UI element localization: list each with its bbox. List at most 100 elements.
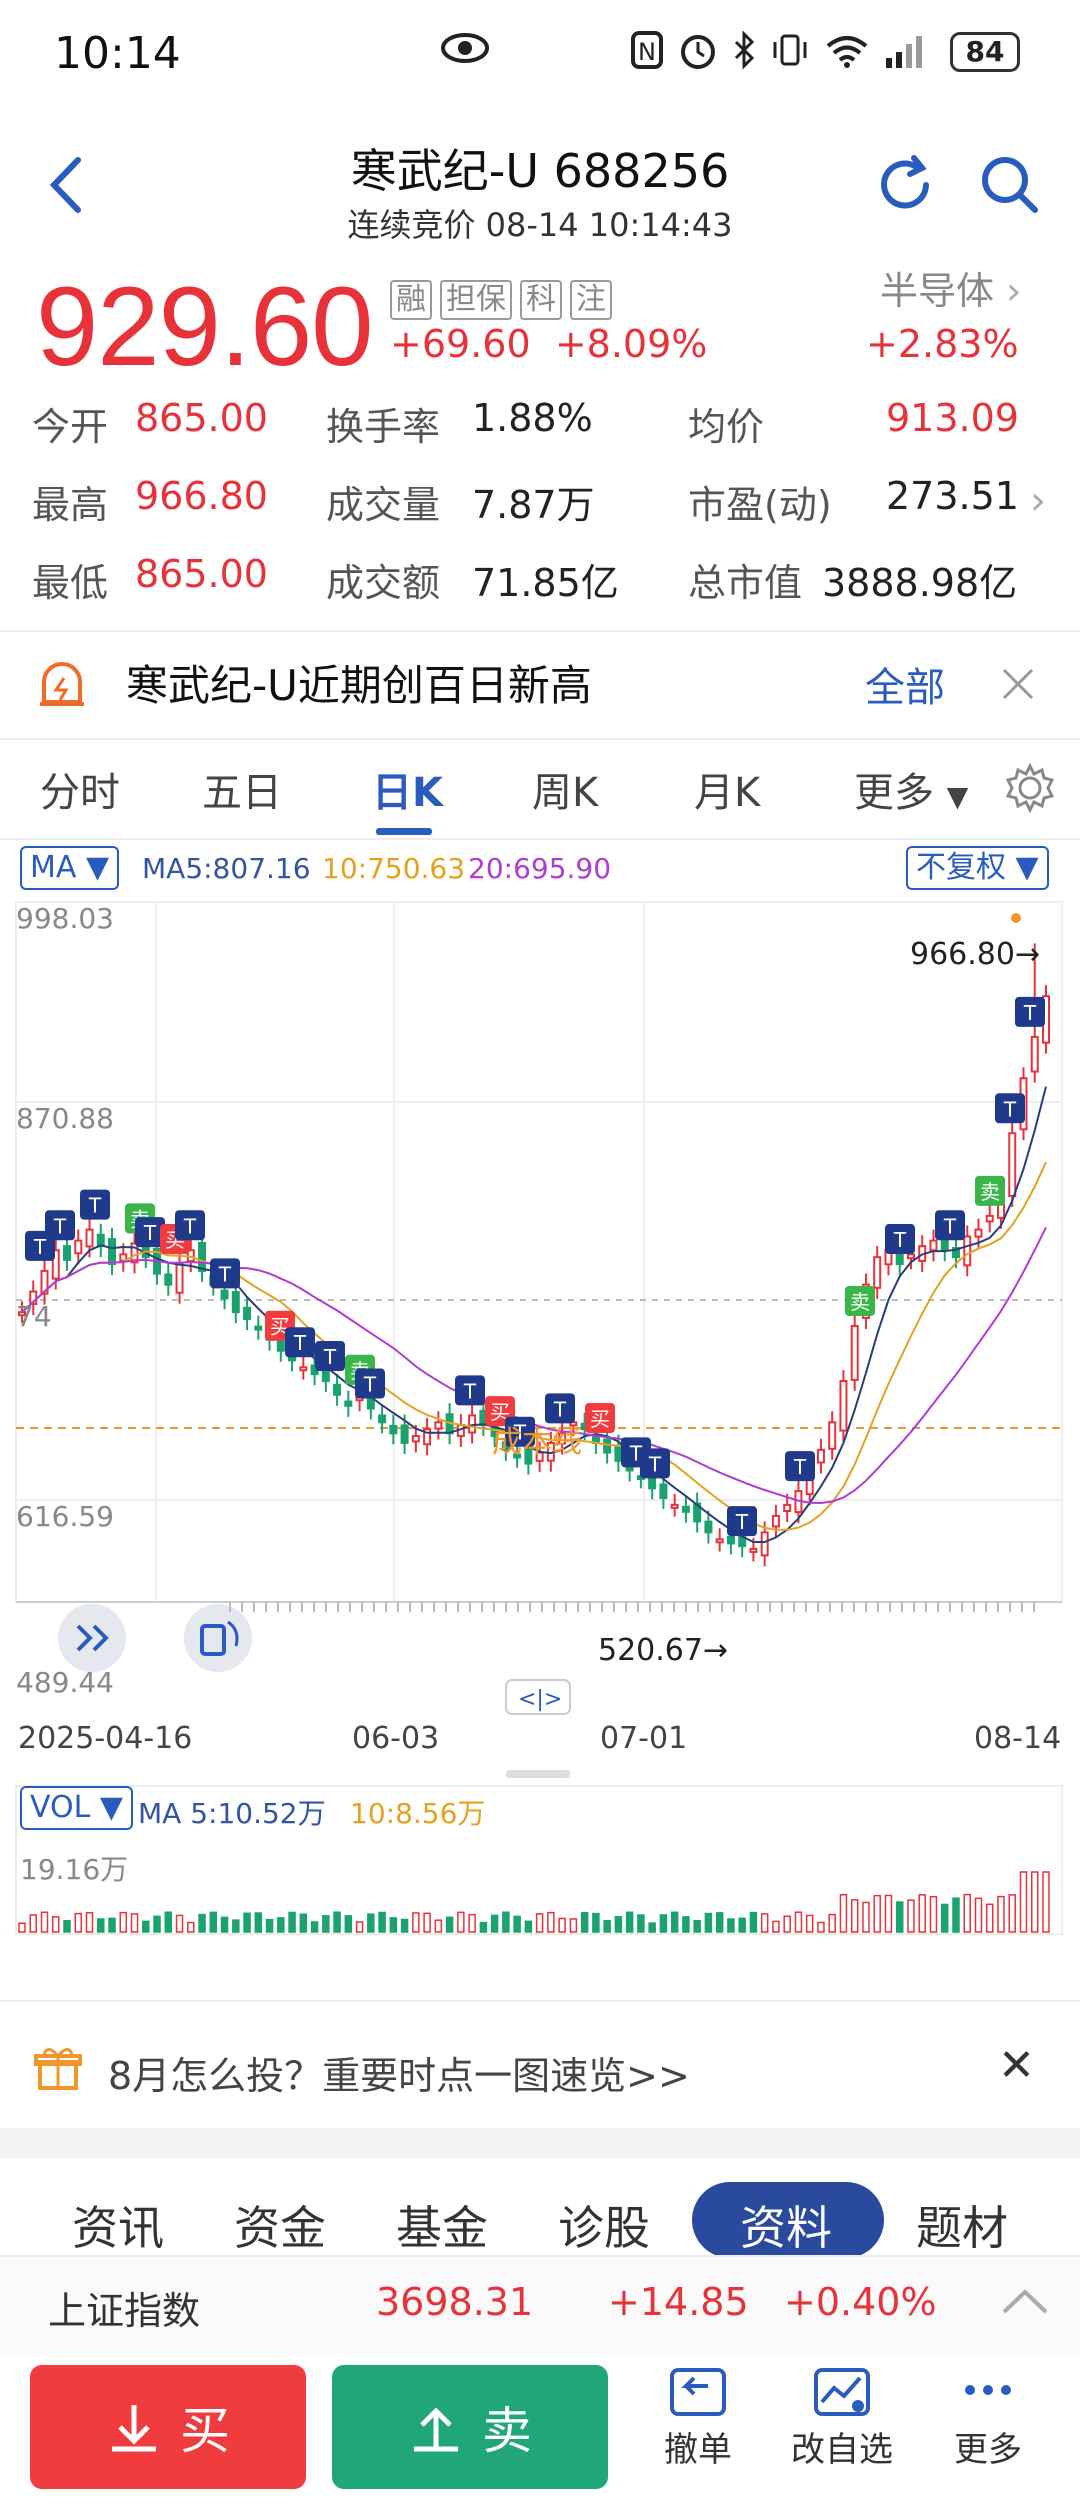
volume-bar xyxy=(29,1914,38,1933)
btab-news[interactable]: 资讯 xyxy=(72,2201,164,2255)
adjust-selector[interactable]: 不复权 ▼ xyxy=(906,846,1049,890)
tag-registration[interactable]: 注 xyxy=(570,280,612,320)
close-icon[interactable] xyxy=(998,664,1038,704)
search-icon[interactable] xyxy=(975,150,1045,220)
stock-title: 寒武纪-U 688256 xyxy=(350,144,730,198)
trade-marker-label: T xyxy=(1003,1097,1017,1121)
candle-body xyxy=(681,1505,690,1513)
amount-value: 71.85亿 xyxy=(472,561,619,605)
volume-bar xyxy=(142,1920,150,1933)
cancel-order-action[interactable]: 撤单 xyxy=(628,2366,768,2471)
volume-bar xyxy=(164,1911,173,1933)
trade-marker xyxy=(45,1210,75,1241)
volume-bar xyxy=(220,1916,229,1933)
volume-bar xyxy=(648,1922,656,1933)
sell-button[interactable]: 卖 xyxy=(332,2365,608,2489)
vol-selector[interactable]: VOL ▼ xyxy=(20,1786,133,1830)
btab-funds-flow[interactable]: 资金 xyxy=(234,2201,326,2255)
stats-expand-icon[interactable]: › xyxy=(1030,478,1046,524)
volume-bar xyxy=(277,1917,285,1933)
tab-five-day[interactable]: 五日 xyxy=(202,770,282,816)
trade-marker xyxy=(727,1506,757,1537)
volume-bar xyxy=(434,1919,443,1933)
active-tab-indicator xyxy=(376,828,432,835)
date-label-end: 08-14 xyxy=(974,1721,1061,1756)
volume-bar xyxy=(625,1911,634,1933)
trade-marker-label: T xyxy=(33,1235,47,1259)
kline-chart[interactable]: TTT卖T买TT买TT卖TT买TT买TTTT卖TT卖TT 998.03 870.… xyxy=(0,840,1080,2000)
volume-bar xyxy=(749,1911,758,1933)
cancel-order-icon xyxy=(670,2368,726,2416)
trade-marker xyxy=(210,1258,240,1289)
more-action[interactable]: 更多 xyxy=(918,2366,1058,2471)
buy-arrow-icon xyxy=(112,2405,156,2452)
promo-close-icon[interactable]: ✕ xyxy=(998,2040,1035,2091)
volume-bar xyxy=(997,1895,1005,1933)
trade-marker-label: 买 xyxy=(490,1400,510,1424)
volume-bar xyxy=(783,1915,791,1933)
btab-themes[interactable]: 题材 xyxy=(916,2201,1008,2255)
settings-icon[interactable] xyxy=(1004,762,1056,814)
tag-star[interactable]: 科 xyxy=(520,280,562,320)
mktcap-value: 3888.98亿 xyxy=(822,561,1018,605)
trade-marker-label: T xyxy=(463,1379,477,1403)
sector-link[interactable]: 半导体 › xyxy=(880,269,1022,313)
high-annotation: 966.80→ xyxy=(910,937,1040,972)
svg-text:N: N xyxy=(638,38,656,66)
volume-bar xyxy=(580,1912,589,1933)
trade-marker-label: T xyxy=(53,1214,67,1238)
vol-max: 19.16万 xyxy=(20,1853,129,1886)
alert-all-link[interactable]: 全部 xyxy=(865,665,945,711)
scroll-handle-icon: <|> xyxy=(518,1687,562,1712)
btab-fund[interactable]: 基金 xyxy=(396,2201,488,2255)
tag-collateral[interactable]: 担保 xyxy=(440,280,512,320)
open-value: 865.00 xyxy=(135,396,268,440)
refresh-icon[interactable] xyxy=(870,150,940,220)
chevron-up-icon[interactable] xyxy=(1000,2284,1050,2320)
promo-banner[interactable] xyxy=(0,2000,1080,2128)
candle-body xyxy=(243,1306,252,1321)
btab-diagnosis[interactable]: 诊股 xyxy=(558,2201,650,2255)
volume-bar xyxy=(693,1919,701,1933)
trading-status: 连续竞价 08-14 10:14:43 xyxy=(347,206,733,244)
rotate-button xyxy=(184,1604,252,1672)
trade-markers-group: TTT卖T买TT买TT卖TT买TT买TTTT卖TT卖TT xyxy=(25,996,1045,1537)
volume-bar xyxy=(772,1920,780,1933)
date-label-2: 06-03 xyxy=(352,1721,439,1756)
promo-text[interactable]: 8月怎么投？重要时点一图速览>> xyxy=(108,2054,690,2098)
volume-bar xyxy=(895,1901,904,1933)
candle-body xyxy=(51,1249,60,1280)
candle-body xyxy=(985,1214,994,1223)
volume-bar xyxy=(1042,1871,1050,1933)
alert-banner[interactable] xyxy=(0,630,1080,740)
back-icon[interactable] xyxy=(40,150,100,220)
volume-bar xyxy=(760,1913,769,1933)
turnover-label: 换手率 xyxy=(326,405,441,449)
index-change: +14.85 xyxy=(608,2280,749,2324)
volume-bar xyxy=(288,1911,296,1933)
tab-divider xyxy=(0,838,1080,840)
trade-marker xyxy=(885,1224,915,1255)
tab-daily-k[interactable]: 日K xyxy=(372,770,443,816)
btab-profile[interactable]: 资料 xyxy=(740,2201,832,2255)
divider-handle xyxy=(506,1770,570,1778)
trade-marker-label: T xyxy=(793,1455,807,1479)
trade-marker-label: T xyxy=(363,1373,377,1397)
volume-bar xyxy=(209,1911,218,1933)
tag-margin[interactable]: 融 xyxy=(390,280,432,320)
tab-intraday[interactable]: 分时 xyxy=(40,770,120,816)
watchlist-action[interactable]: 改自选 xyxy=(772,2366,912,2471)
tab-monthly-k[interactable]: 月K xyxy=(694,770,761,816)
volume-bar xyxy=(1008,1894,1016,1933)
more-dots-icon xyxy=(965,2385,1011,2395)
alert-text[interactable]: 寒武纪-U近期创百日新高 xyxy=(126,661,592,710)
tab-weekly-k[interactable]: 周K xyxy=(532,770,599,816)
index-ticker-row[interactable] xyxy=(0,2255,1080,2355)
index-name: 上证指数 xyxy=(48,2289,201,2333)
candle-body xyxy=(974,1228,983,1238)
ma-selector[interactable]: MA ▼ xyxy=(20,846,120,890)
volume-bar xyxy=(592,1912,600,1933)
volume-bar xyxy=(558,1917,566,1933)
buy-button[interactable]: 买 xyxy=(30,2365,306,2489)
tab-more[interactable]: 更多 ▼ xyxy=(854,770,969,816)
